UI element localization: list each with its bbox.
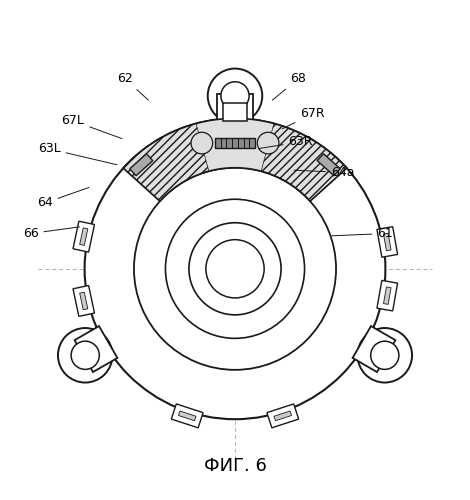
Circle shape [258, 132, 279, 154]
Circle shape [85, 118, 385, 419]
Circle shape [371, 341, 399, 370]
Polygon shape [172, 404, 203, 428]
Text: 68: 68 [273, 72, 306, 100]
Circle shape [206, 240, 264, 298]
Polygon shape [274, 411, 291, 420]
Bar [215, 138, 221, 148]
Circle shape [208, 68, 262, 123]
Text: 63L: 63L [38, 142, 117, 165]
Polygon shape [217, 94, 253, 122]
Text: 64: 64 [37, 188, 89, 210]
Text: 66: 66 [23, 227, 79, 240]
Bar [249, 138, 255, 148]
Bar [238, 138, 243, 148]
Circle shape [221, 82, 249, 110]
Polygon shape [384, 233, 391, 250]
Polygon shape [73, 221, 94, 252]
Text: 67R: 67R [282, 107, 325, 129]
Polygon shape [80, 228, 88, 246]
Bar [232, 138, 238, 148]
Polygon shape [73, 286, 94, 316]
Bar [227, 138, 232, 148]
Polygon shape [80, 292, 88, 310]
Bar [243, 138, 249, 148]
Text: 67L: 67L [62, 114, 122, 138]
Polygon shape [377, 280, 398, 311]
Polygon shape [123, 118, 347, 201]
Circle shape [358, 328, 412, 382]
Text: 64a: 64a [294, 166, 355, 179]
Circle shape [189, 222, 281, 315]
Polygon shape [377, 226, 398, 257]
Text: 63R: 63R [259, 136, 313, 148]
Text: 62: 62 [117, 72, 149, 100]
Bar [223, 104, 247, 121]
Circle shape [134, 168, 336, 370]
Text: 61: 61 [332, 227, 393, 240]
Polygon shape [384, 287, 391, 304]
Circle shape [165, 199, 305, 338]
Circle shape [82, 116, 388, 422]
Text: ФИГ. 6: ФИГ. 6 [204, 457, 266, 475]
Circle shape [58, 328, 112, 382]
Bar [215, 138, 255, 148]
Bar [221, 138, 227, 148]
Circle shape [71, 341, 99, 370]
Polygon shape [75, 326, 118, 372]
Circle shape [191, 132, 212, 154]
Polygon shape [317, 154, 340, 176]
Polygon shape [267, 404, 298, 428]
Polygon shape [130, 154, 153, 176]
Polygon shape [352, 326, 395, 372]
Polygon shape [179, 411, 196, 420]
